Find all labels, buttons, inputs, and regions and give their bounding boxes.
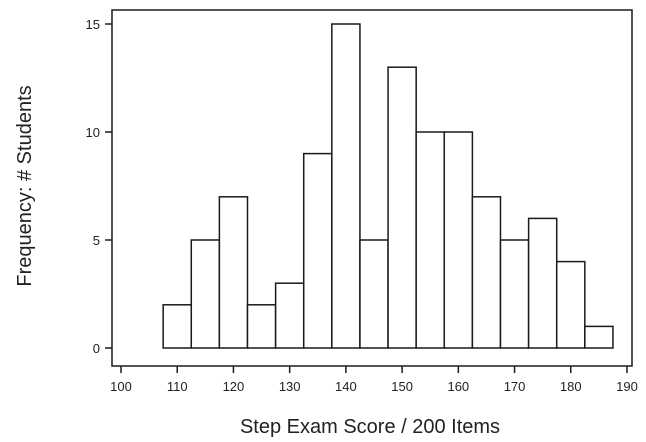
histogram-bar <box>499 239 530 349</box>
x-tick-label: 110 <box>167 379 188 394</box>
histogram-bar <box>274 282 305 349</box>
y-tick-label: 0 <box>93 341 100 356</box>
x-axis-title: Step Exam Score / 200 Items <box>240 416 500 438</box>
histogram-bar <box>584 325 614 349</box>
y-axis-title: Frequency: # Students <box>14 85 36 286</box>
plot-frame <box>111 9 633 367</box>
histogram-bar <box>190 239 221 349</box>
histogram-bar <box>218 196 249 349</box>
histogram-bar <box>471 196 502 349</box>
histogram-bar <box>302 152 333 349</box>
x-tick-label: 120 <box>223 379 245 394</box>
y-tick-label: 10 <box>86 125 100 140</box>
histogram-bar <box>527 217 558 349</box>
x-tick-label: 180 <box>560 379 582 394</box>
x-axis-ticks: 100 110 120 130 140 150 160 170 180 190 <box>110 366 638 394</box>
x-tick-label: 160 <box>447 379 469 394</box>
x-tick-label: 170 <box>504 379 526 394</box>
x-tick-label: 190 <box>616 379 638 394</box>
histogram-bar <box>359 239 389 349</box>
histogram-bar <box>162 304 193 349</box>
histogram-bar <box>443 131 474 349</box>
histogram-bar <box>415 131 446 349</box>
histogram-bar <box>246 304 277 349</box>
y-axis-ticks: 0 5 10 15 <box>86 17 112 356</box>
x-tick-label: 150 <box>391 379 413 394</box>
x-tick-label: 100 <box>110 379 132 394</box>
histogram-bar <box>555 260 586 349</box>
x-tick-label: 130 <box>279 379 301 394</box>
histogram-bar <box>331 23 361 349</box>
histogram-bars <box>162 23 614 349</box>
y-tick-label: 5 <box>93 233 100 248</box>
y-tick-label: 15 <box>86 17 100 32</box>
x-tick-label: 140 <box>335 379 357 394</box>
histogram-bar <box>387 66 417 349</box>
